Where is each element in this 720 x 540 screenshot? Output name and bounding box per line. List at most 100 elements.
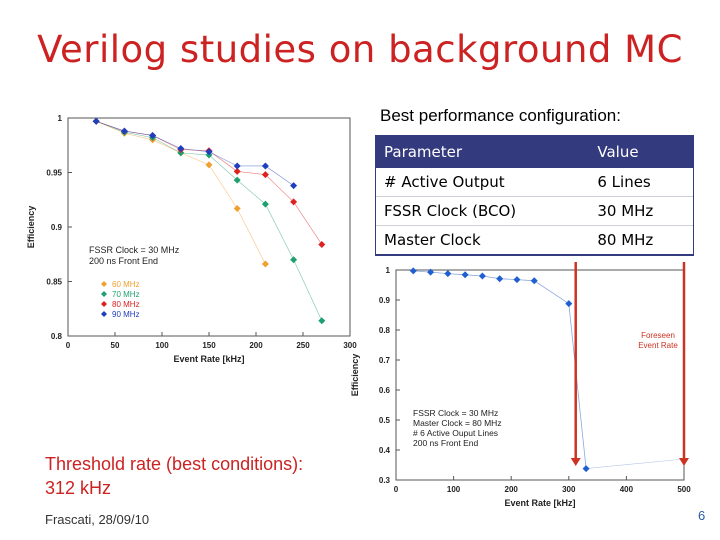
data-point [205, 148, 213, 156]
data-point [92, 117, 100, 125]
y-tick-label: 0.5 [379, 416, 391, 425]
efficiency-vs-rate-chart-2: 0 100 200 300 400 500 0.3 0.4 0.5 0.6 0.7 0.8 0.9 1 Ev… [350, 262, 691, 508]
legend-entry: 60 MHz [112, 280, 140, 289]
y-axis-label: Efficiency [350, 354, 360, 397]
cell-parameter: # Active Output [376, 168, 590, 197]
data-point [582, 465, 590, 473]
y-tick-label: 0.4 [379, 446, 391, 455]
data-point [233, 167, 241, 175]
data-point [409, 267, 417, 275]
series-tail [586, 458, 685, 469]
y-tick-label: 1 [386, 266, 391, 275]
y-tick-label: 0.6 [379, 386, 391, 395]
data-point [205, 161, 213, 169]
series-line-90-mhz [96, 120, 294, 186]
threshold-line-1: Threshold rate (best conditions): [45, 454, 304, 474]
data-point [565, 300, 573, 308]
annotation-text: Master Clock = 80 MHz [413, 418, 502, 428]
data-point [513, 276, 521, 284]
data-point [290, 182, 298, 190]
x-tick-label: 500 [677, 485, 691, 494]
legend-marker [101, 291, 107, 297]
x-axis-label: Event Rate [kHz] [504, 498, 575, 508]
cell-value: 80 MHz [589, 225, 693, 255]
legend-entry: 70 MHz [112, 290, 140, 299]
y-tick-label: 0.95 [46, 169, 62, 178]
marker-label: Foreseen Event Rate [638, 331, 678, 350]
x-tick-label: 0 [66, 341, 71, 350]
efficiency-vs-rate-chart-1: 0 50 100 150 200 250 300 0.8 0.85 0.9 0.95 1 Event R… [26, 114, 357, 364]
x-tick-label: 100 [447, 485, 461, 494]
data-point [290, 198, 298, 206]
data-point [427, 268, 435, 276]
data-point [261, 162, 269, 170]
y-tick-label: 0.85 [46, 278, 62, 287]
cell-value: 30 MHz [589, 196, 693, 226]
y-tick-label: 0.9 [379, 296, 391, 305]
annotation-text: # 6 Active Ouput Lines [413, 428, 498, 438]
threshold-note: Threshold rate (best conditions): 312 kH… [45, 452, 303, 500]
data-point [318, 317, 326, 325]
annotation-text: FSSR Clock = 30 MHz [413, 408, 498, 418]
annotation-text: 200 ns Front End [413, 438, 478, 448]
y-tick-label: 0.8 [51, 332, 63, 341]
y-tick-label: 0.9 [51, 223, 63, 232]
series-line-efficiency [413, 270, 587, 469]
y-tick-label: 0.7 [379, 356, 391, 365]
data-point [233, 176, 241, 184]
rate-marker-arrowhead [679, 458, 689, 466]
data-point [478, 272, 486, 280]
x-tick-label: 0 [394, 485, 399, 494]
y-tick-label: 0.8 [379, 326, 391, 335]
data-point [120, 127, 128, 135]
x-tick-label: 200 [249, 341, 263, 350]
data-point [261, 260, 269, 268]
data-point [530, 277, 538, 285]
x-tick-label: 100 [155, 341, 169, 350]
footer-date: Frascati, 28/09/10 [45, 512, 150, 527]
slide-title: Verilog studies on background MC [37, 28, 683, 71]
x-tick-label: 150 [202, 341, 216, 350]
data-point [290, 256, 298, 264]
table-row: # Active Output 6 Lines [376, 168, 693, 197]
legend-marker [101, 301, 107, 307]
y-axis-label: Efficiency [26, 206, 36, 249]
legend-marker [101, 281, 107, 287]
data-point [496, 275, 504, 283]
x-tick-label: 300 [562, 485, 576, 494]
x-tick-label: 300 [343, 341, 357, 350]
marker-label-line: Event Rate [638, 341, 678, 350]
cell-parameter: Master Clock [376, 225, 590, 255]
table-row: FSSR Clock (BCO) 30 MHz [376, 196, 693, 226]
x-tick-label: 250 [296, 341, 310, 350]
data-point [177, 145, 185, 153]
data-point [444, 270, 452, 278]
cell-parameter: FSSR Clock (BCO) [376, 196, 590, 226]
annotation-text: 200 ns Front End [89, 256, 158, 266]
slide-subtitle: Best performance configuration: [380, 106, 621, 125]
data-point [233, 162, 241, 170]
annotation-text: FSSR Clock = 30 MHz [89, 245, 180, 255]
legend-marker [101, 311, 107, 317]
table-row: Master Clock 80 MHz [376, 225, 693, 255]
legend-entry: 90 MHz [112, 310, 140, 319]
marker-label-line: Foreseen [641, 331, 675, 340]
data-point [461, 271, 469, 279]
data-point [318, 240, 326, 248]
x-axis-label: Event Rate [kHz] [173, 354, 244, 364]
parameter-table: Parameter Value # Active Output 6 Lines … [376, 136, 693, 255]
plot-frame [395, 269, 685, 481]
threshold-line-2: 312 kHz [45, 478, 112, 498]
x-tick-label: 50 [111, 341, 120, 350]
page-number: 6 [698, 508, 706, 523]
data-point [233, 204, 241, 212]
data-point [149, 131, 157, 139]
y-tick-label: 0.3 [379, 476, 391, 485]
cell-value: 6 Lines [589, 168, 693, 197]
rate-marker-arrowhead [570, 458, 581, 466]
data-point [261, 200, 269, 208]
legend-entry: 80 MHz [112, 300, 140, 309]
y-tick-label: 1 [58, 114, 63, 123]
data-point [261, 171, 269, 179]
table-header-row: Parameter Value [376, 136, 693, 168]
